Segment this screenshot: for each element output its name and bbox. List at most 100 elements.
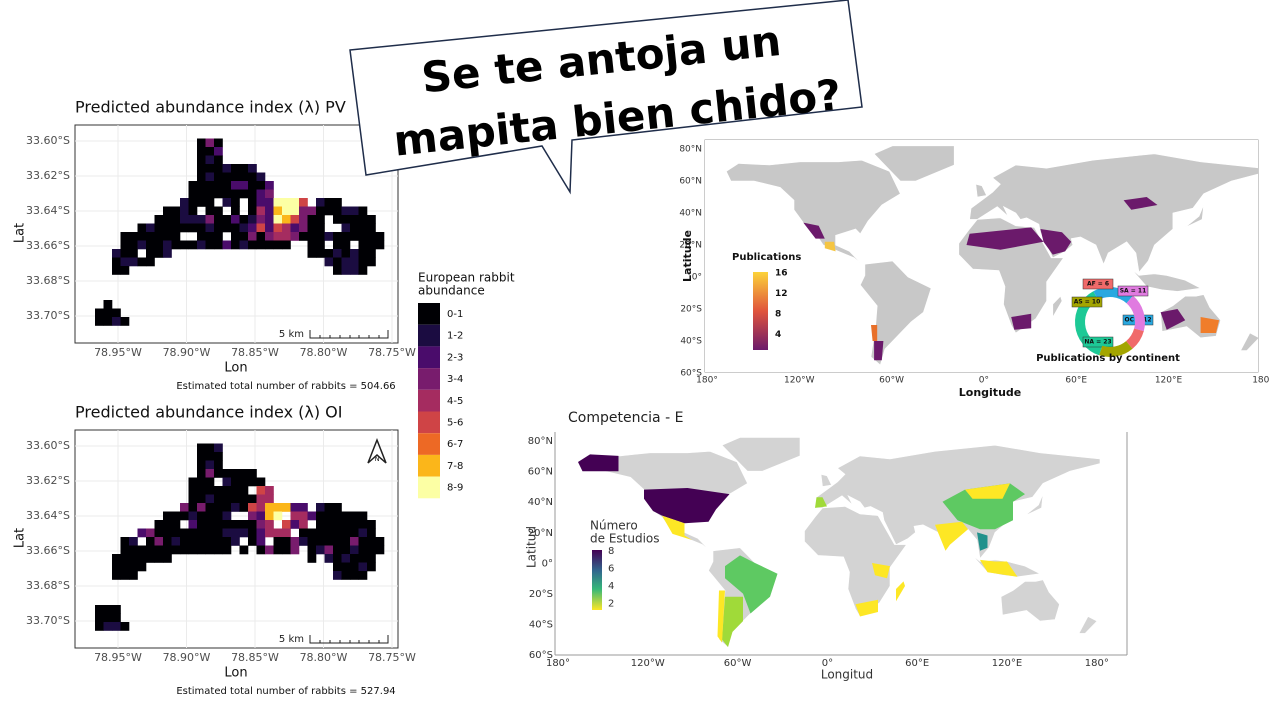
raster-cell [180,511,189,521]
raster-cell [248,232,257,241]
highlight-region [803,222,825,239]
raster-cell [248,189,257,199]
donut-segment [1093,287,1134,304]
raster-cell [350,537,359,546]
raster-cell [350,223,359,233]
raster-cell [358,571,368,580]
raster-cell [265,511,274,521]
raster-cell [341,249,351,258]
highlight-region [977,532,988,551]
raster-cell [205,138,215,148]
raster-cell [248,215,257,224]
x-axis-title: Longitud [821,668,873,682]
raster-cell [146,537,155,546]
raster-cell [197,147,206,156]
raster-cell [197,189,206,199]
raster-cell [282,545,291,555]
raster-cell [188,528,198,538]
raster-cell [231,181,240,190]
raster-cell [239,181,249,190]
y-tick-label: 33.60°S [26,439,70,452]
raster-cell [95,317,104,326]
raster-cell [197,477,206,487]
raster-cell [214,172,223,182]
raster-cell [231,198,240,207]
x-tick-label: 120°E [992,658,1022,669]
raster-cell [350,528,359,538]
raster-cell [146,545,155,555]
raster-cell [197,537,206,546]
raster-cell [316,249,325,258]
raster-cell [350,257,359,267]
legend-key [418,454,440,477]
y-tick-label: 20°S [680,305,702,315]
raster-cell [197,469,206,478]
raster-cell [273,545,283,555]
raster-cell [154,240,164,250]
raster-cell [239,164,249,173]
legend-title: European rabbit [418,271,515,285]
raster-cell [197,520,206,529]
raster-cell [137,223,147,233]
raster-cell [324,249,334,258]
highlight-region [1040,229,1072,255]
raster-cell [316,520,325,529]
raster-cell [112,317,121,326]
highlight-region [965,483,1010,499]
raster-cell [197,181,206,190]
raster-cell [256,206,266,216]
raster-cell [154,528,164,538]
scale-bar [309,330,389,339]
raster-cell [222,486,232,495]
raster-cell [239,477,249,487]
raster-cell [367,554,376,563]
raster-cell [282,223,291,233]
raster-cell [137,545,147,555]
raster-cell [188,537,198,546]
raster-cell [324,503,334,512]
raster-cell [333,528,342,538]
raster-cell [282,198,291,207]
raster-cell [154,232,164,241]
raster-cell [358,520,368,529]
highlight-region [1123,197,1158,210]
raster-cell [205,155,215,165]
raster-cell [188,477,198,487]
raster-cell [290,503,300,512]
raster-cell [341,537,351,546]
raster-cell [205,537,215,546]
raster-cell [333,198,342,207]
y-tick-label: 40°N [679,209,702,219]
x-tick-label: 0° [822,658,833,669]
legend-key [418,346,440,369]
raster-cell [154,537,164,546]
raster-cell [112,562,121,572]
raster-cell [350,520,359,529]
raster-cell [358,537,368,546]
raster-cell [350,215,359,224]
highlight-region [935,521,968,551]
legend-label: 1-2 [447,331,463,342]
y-tick-label: 40°S [680,337,702,347]
raster-cell [197,172,206,182]
x-tick-label: 180° [1085,658,1109,669]
raster-cell [129,537,138,546]
raster-cell [256,486,266,495]
raster-cell [333,562,342,572]
raster-cell [307,232,317,241]
y-axis-title: Latitude [681,230,694,282]
raster-cell [307,206,317,216]
legend-label: 4-5 [447,396,463,407]
raster-cell [112,605,121,614]
raster-cell [214,181,223,190]
raster-cell [205,172,215,182]
raster-cell [341,554,351,563]
raster-cell [324,554,334,563]
raster-cell [239,223,249,233]
raster-cell [367,215,376,224]
raster-cell [146,240,155,250]
legend-tick: 16 [775,269,788,279]
highlight-region [722,596,743,648]
colorbar [592,550,602,610]
raster-cell [222,469,232,478]
